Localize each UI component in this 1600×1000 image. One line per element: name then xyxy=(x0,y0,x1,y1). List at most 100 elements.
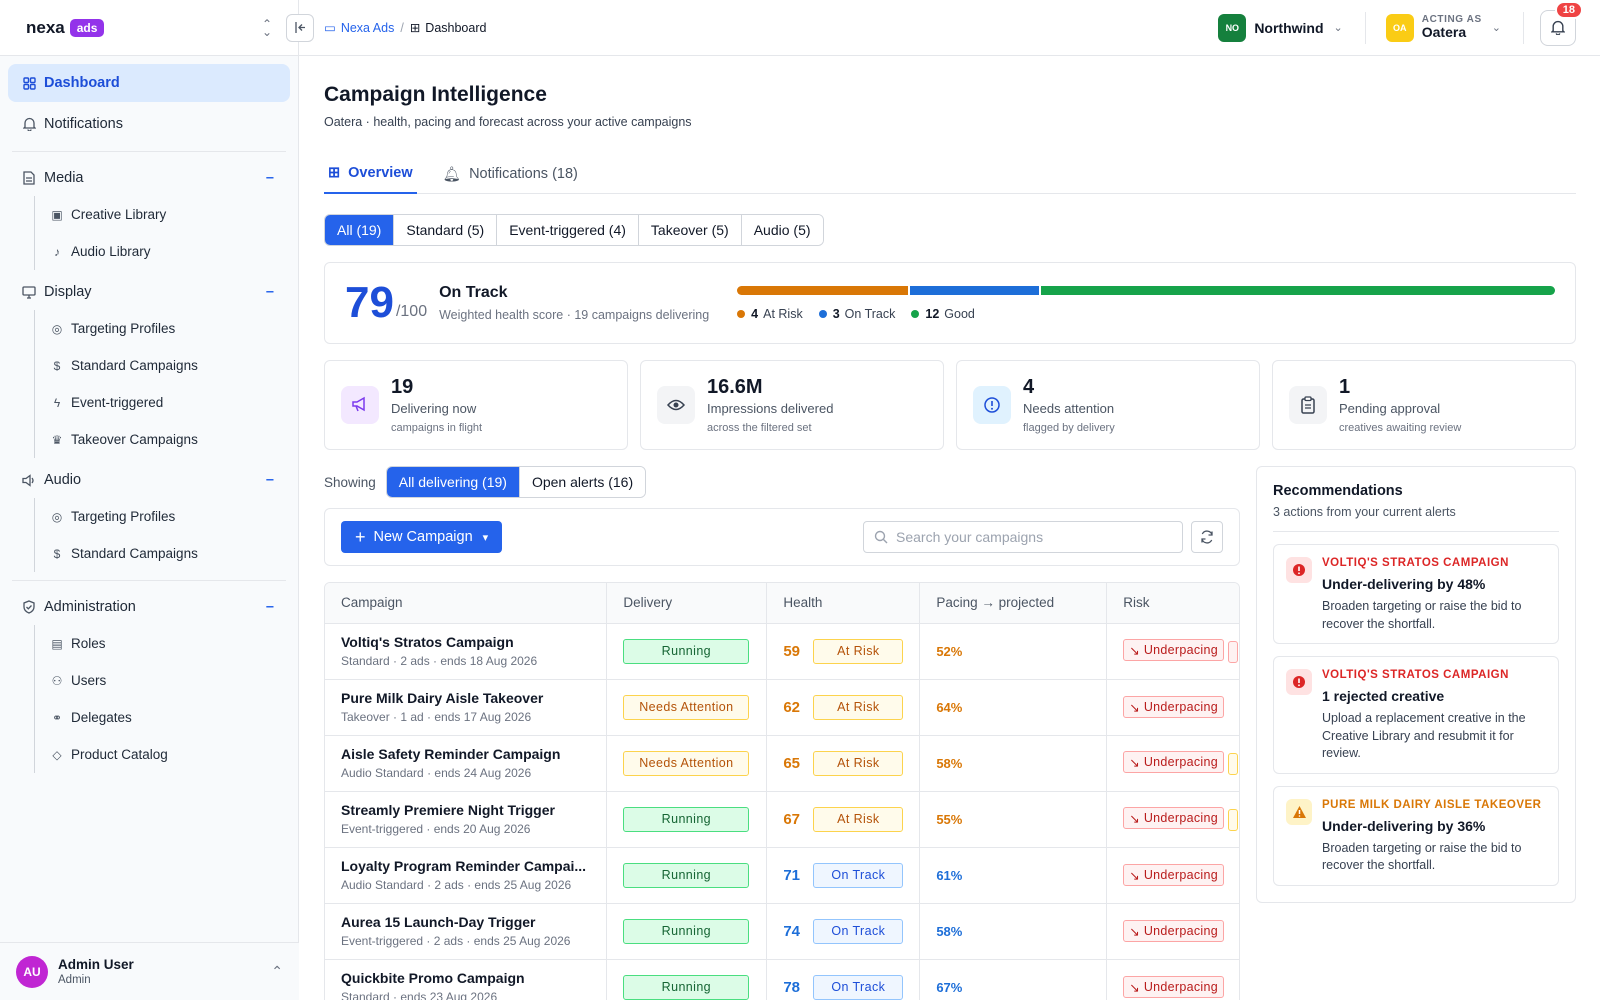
recommendation-card[interactable]: PURE MILK DAIRY AISLE TAKEOVER Under-del… xyxy=(1273,785,1559,886)
notifications-button[interactable]: 18 xyxy=(1540,0,1583,46)
sidebar-group-media[interactable]: Media – xyxy=(8,160,290,196)
campaign-name[interactable]: Loyalty Program Reminder Campai... xyxy=(341,858,587,874)
health-score-value: 78 xyxy=(783,978,801,996)
tab-overview[interactable]: ⊞ Overview xyxy=(324,154,417,194)
breadcrumb-link[interactable]: ▭ Nexa Ads xyxy=(324,20,394,36)
table-row[interactable]: Loyalty Program Reminder Campai... Audio… xyxy=(325,847,1239,904)
workspace-switch-icon[interactable]: ⌃ ⌄ xyxy=(261,16,272,39)
alert-circle-icon xyxy=(973,386,1011,424)
stat-sub: across the filtered set xyxy=(707,422,812,434)
sidebar-item-roles[interactable]: ▤ Roles xyxy=(49,625,290,662)
column-header[interactable]: Risk xyxy=(1106,583,1239,624)
collapse-icon[interactable]: – xyxy=(265,170,274,186)
pacing-value: 55% xyxy=(936,811,963,827)
sidebar-item-label: Standard Campaigns xyxy=(71,358,198,373)
recommendation-campaign: VOLTIQ'S STRATOS CAMPAIGN xyxy=(1322,557,1509,569)
table-row[interactable]: Pure Milk Dairy Aisle Takeover Takeover … xyxy=(325,679,1239,736)
sidebar-item-audio-library[interactable]: ♪ Audio Library xyxy=(49,233,290,270)
legend-dot xyxy=(911,309,920,318)
warning-triangle-icon xyxy=(1286,798,1312,825)
collapse-icon[interactable]: – xyxy=(265,599,274,615)
sidebar-item-label: Dashboard xyxy=(44,75,120,91)
legend-on-track: 3 On Track xyxy=(818,307,895,321)
cell-campaign: Pure Milk Dairy Aisle Takeover Takeover … xyxy=(325,679,608,736)
filter-standard[interactable]: Standard (5) xyxy=(394,215,498,245)
sidebar-group-administration[interactable]: Administration – xyxy=(8,589,290,625)
recommendation-card[interactable]: VOLTIQ'S STRATOS CAMPAIGN 1 rejected cre… xyxy=(1273,656,1559,774)
showing-all-delivering[interactable]: All delivering (19) xyxy=(386,467,520,497)
health-score-value: 59 xyxy=(783,642,801,660)
refresh-button[interactable] xyxy=(1191,521,1223,553)
campaign-name[interactable]: Pure Milk Dairy Aisle Takeover xyxy=(341,690,544,706)
sidebar-item-standard-campaigns[interactable]: $ Standard Campaigns xyxy=(49,347,290,384)
sidebar-group-display[interactable]: Display – xyxy=(8,274,290,310)
campaign-name[interactable]: Quickbite Promo Campaign xyxy=(341,970,525,986)
collapse-left-icon xyxy=(294,22,305,33)
sidebar-item-users[interactable]: ⚇ Users xyxy=(49,662,290,699)
user-menu[interactable]: AU Admin User Admin ⌃ xyxy=(0,942,299,1000)
tab-notifications[interactable]: 🔔︎ Notifications (18) xyxy=(439,154,582,194)
campaign-name[interactable]: Aisle Safety Reminder Campaign xyxy=(341,746,561,762)
table-row[interactable]: Aurea 15 Launch-Day Trigger Event-trigge… xyxy=(325,903,1239,960)
collapse-icon[interactable]: – xyxy=(265,472,274,488)
risk-label: Underpacing xyxy=(1143,868,1219,882)
recommendation-headline: 1 rejected creative xyxy=(1322,688,1445,704)
alert-circle-icon xyxy=(1286,557,1312,583)
column-header[interactable]: Delivery xyxy=(606,583,768,624)
refresh-icon xyxy=(1201,530,1213,544)
column-header[interactable]: Health xyxy=(766,583,921,624)
table-row[interactable]: Quickbite Promo Campaign Standard · ends… xyxy=(325,959,1239,1000)
collapse-icon[interactable]: – xyxy=(265,284,274,300)
collapse-sidebar-button[interactable] xyxy=(286,13,314,42)
sidebar-item-event-triggered[interactable]: ϟ Event-triggered xyxy=(49,384,290,421)
cell-risk: ↘ Underpacing xyxy=(1106,791,1239,848)
legend-good: 12 Good xyxy=(911,307,975,321)
breadcrumb-current-label: Dashboard xyxy=(425,20,487,35)
sidebar-item-takeover-campaigns[interactable]: ♛ Takeover Campaigns xyxy=(49,421,290,458)
sidebar-item-notifications[interactable]: Notifications xyxy=(8,105,290,143)
sidebar-item-audio-standard-campaigns[interactable]: $ Standard Campaigns xyxy=(49,535,290,572)
sidebar-group-audio[interactable]: Audio – xyxy=(8,462,290,498)
sidebar-item-creative-library[interactable]: ▣ Creative Library xyxy=(49,196,290,233)
image-icon: ▣ xyxy=(51,207,63,222)
campaign-name[interactable]: Voltiq's Stratos Campaign xyxy=(341,634,514,650)
campaign-name[interactable]: Streamly Premiere Night Trigger xyxy=(341,802,555,818)
campaign-meta: Takeover · 1 ad · ends 17 Aug 2026 xyxy=(341,710,532,724)
recommendation-campaign: VOLTIQ'S STRATOS CAMPAIGN xyxy=(1322,669,1509,681)
risk-label: Underpacing xyxy=(1143,700,1219,714)
sidebar-item-delegates[interactable]: ⚭ Delegates xyxy=(49,699,290,736)
table-row[interactable]: Streamly Premiere Night Trigger Event-tr… xyxy=(325,791,1239,848)
sidebar-sublist: ▤ Roles ⚇ Users ⚭ Delegates ◇ Product Catalo… xyxy=(34,625,290,773)
filter-all[interactable]: All (19) xyxy=(325,215,395,245)
column-header[interactable]: Campaign xyxy=(325,583,608,624)
search-input[interactable] xyxy=(896,529,1166,545)
new-campaign-button[interactable]: + New Campaign ▾ xyxy=(341,521,503,553)
risk-label: Underpacing xyxy=(1143,755,1219,770)
sidebar-item-targeting-profiles[interactable]: ◎ Targeting Profiles xyxy=(49,310,290,347)
filter-audio[interactable]: Audio (5) xyxy=(741,215,823,245)
showing-open-alerts[interactable]: Open alerts (16) xyxy=(519,467,646,497)
recommendation-headline: Under-delivering by 48% xyxy=(1322,576,1486,592)
filter-event-triggered[interactable]: Event-triggered (4) xyxy=(497,215,639,245)
sidebar-item-audio-targeting-profiles[interactable]: ◎ Targeting Profiles xyxy=(49,498,290,535)
sidebar-item-product-catalog[interactable]: ◇ Product Catalog xyxy=(49,736,290,773)
table-row[interactable]: Aisle Safety Reminder Campaign Audio Sta… xyxy=(325,735,1239,792)
cell-pacing: 52% xyxy=(919,623,1108,680)
cell-risk: ↘ Underpacing xyxy=(1106,735,1239,792)
cell-pacing: 58% xyxy=(919,735,1108,792)
bell-icon xyxy=(20,117,38,131)
recommendation-body: VOLTIQ'S STRATOS CAMPAIGN Under-deliveri… xyxy=(1322,557,1546,633)
column-header[interactable]: Pacing → projected xyxy=(919,583,1108,624)
health-cell: 67 At Risk xyxy=(783,806,904,832)
acting-as-switcher[interactable]: OA ACTING AS Oatera ⌄ xyxy=(1385,11,1524,44)
sidebar-group-label: Media xyxy=(44,170,84,186)
sidebar-item-dashboard[interactable]: Dashboard xyxy=(8,64,290,102)
table-row[interactable]: Voltiq's Stratos Campaign Standard · 2 a… xyxy=(325,623,1239,680)
campaign-name[interactable]: Aurea 15 Launch-Day Trigger xyxy=(341,914,536,930)
acting-avatar: OA xyxy=(1385,13,1414,42)
stat-card-needs-attention: 4 Needs attention flagged by delivery xyxy=(956,360,1260,450)
recommendation-card[interactable]: VOLTIQ'S STRATOS CAMPAIGN Under-deliveri… xyxy=(1273,544,1559,644)
filter-takeover[interactable]: Takeover (5) xyxy=(638,215,742,245)
org-switcher[interactable]: NO Northwind ⌄ xyxy=(1218,11,1366,44)
cell-pacing: 67% xyxy=(919,959,1108,1000)
